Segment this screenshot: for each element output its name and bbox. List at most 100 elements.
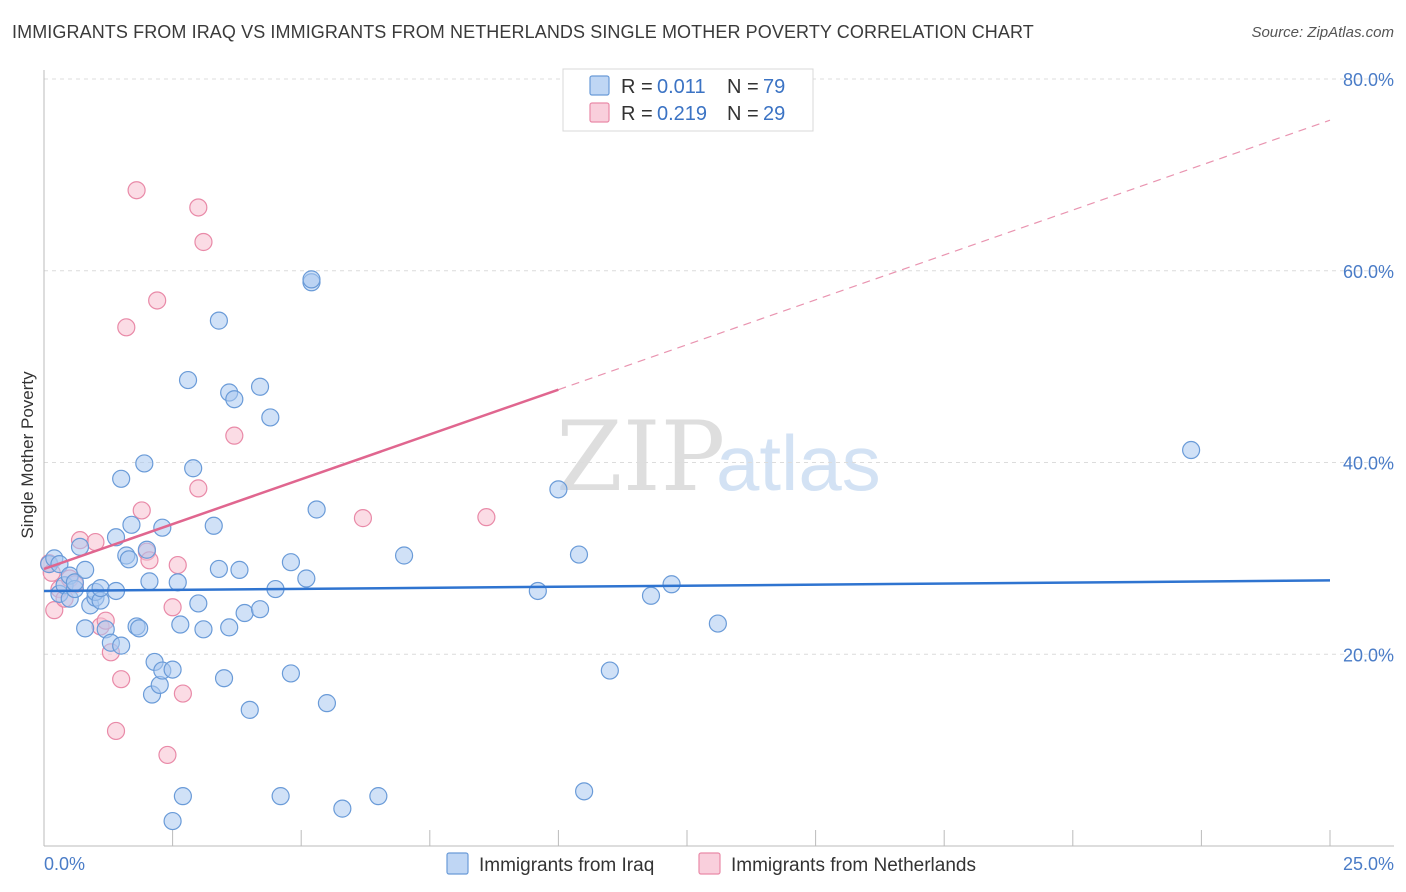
data-point: [369, 787, 388, 806]
data-point: [184, 459, 203, 478]
data-point: [281, 553, 301, 572]
bottom-legend-swatch-netherlands: [698, 852, 721, 875]
data-point: [112, 469, 131, 488]
data-point: [76, 560, 95, 579]
data-point: [112, 636, 131, 655]
data-point: [168, 573, 187, 592]
data-point: [91, 578, 110, 598]
data-point: [1182, 440, 1201, 460]
data-point: [209, 311, 228, 330]
data-point: [163, 811, 182, 831]
data-point: [230, 560, 249, 579]
data-point: [307, 500, 326, 519]
watermark: ZIP atlas: [556, 401, 881, 513]
legend-swatch-netherlands: [589, 102, 610, 123]
data-point: [127, 181, 146, 200]
data-point: [209, 559, 228, 579]
legend-swatch-iraq: [589, 75, 610, 96]
y-tick-label: 20.0%: [1343, 645, 1394, 665]
legend-n-label-iraq: N =: [727, 76, 759, 98]
trend-line-iraq: [43, 579, 1331, 593]
data-point: [122, 515, 141, 534]
data-point: [261, 408, 280, 427]
data-point: [178, 370, 198, 390]
legend-r-value-iraq: 0.011: [657, 76, 706, 98]
y-tick-label: 40.0%: [1343, 454, 1394, 474]
legend-n-value-netherlands: 29: [763, 103, 785, 125]
stats-legend: R = 0.011 N = 79 R = 0.219 N = 29: [562, 68, 814, 132]
legend-n-value-iraq: 79: [763, 76, 785, 98]
bottom-legend-label-iraq: Immigrants from Iraq: [479, 855, 654, 876]
legend-r-label-netherlands: R =: [621, 103, 653, 125]
data-point: [173, 787, 192, 806]
data-point: [569, 545, 589, 564]
data-point: [600, 661, 619, 680]
trend-line-netherlands: [43, 388, 559, 571]
data-point: [135, 454, 154, 473]
data-point: [117, 318, 136, 337]
data-point: [333, 799, 352, 818]
data-point: [240, 700, 259, 719]
x-ticks: [43, 830, 1331, 846]
data-point: [214, 669, 234, 688]
data-point: [173, 684, 192, 703]
data-point: [158, 745, 177, 765]
data-point: [297, 569, 316, 588]
y-tick-label: 60.0%: [1343, 262, 1394, 282]
data-point: [250, 600, 270, 619]
data-point: [163, 598, 182, 617]
data-point: [163, 660, 182, 679]
data-point: [235, 603, 254, 623]
data-point: [394, 546, 414, 565]
data-point: [132, 501, 151, 520]
data-point: [119, 550, 138, 569]
data-point: [204, 516, 223, 535]
data-point: [271, 787, 290, 806]
data-point: [281, 664, 301, 683]
data-point: [708, 614, 727, 633]
series-netherlands-points: [40, 181, 496, 765]
data-point: [194, 232, 213, 252]
bottom-legend-label-netherlands: Immigrants from Netherlands: [731, 855, 976, 876]
legend-n-label-netherlands: N =: [727, 103, 759, 125]
data-point: [225, 426, 244, 445]
data-point: [477, 508, 496, 527]
data-point: [130, 619, 149, 638]
y-axis-label: Single Mother Poverty: [18, 371, 37, 539]
data-point: [148, 291, 167, 310]
y-tick-label: 80.0%: [1343, 70, 1394, 90]
data-point: [45, 601, 64, 620]
data-point: [662, 575, 681, 594]
legend-r-value-netherlands: 0.219: [657, 103, 707, 125]
data-point: [220, 618, 239, 637]
watermark-zip: ZIP: [556, 401, 725, 513]
x-tick-label-min: 0.0%: [44, 854, 85, 874]
data-point: [168, 555, 187, 575]
trend-lines: [43, 119, 1331, 593]
x-tick-label-max: 25.0%: [1343, 854, 1394, 874]
data-point: [189, 594, 208, 613]
data-point: [575, 782, 594, 801]
chart-title: IMMIGRANTS FROM IRAQ VS IMMIGRANTS FROM …: [12, 22, 1034, 42]
y-tick-labels: 20.0% 40.0% 60.0% 80.0%: [1343, 70, 1394, 665]
data-point: [70, 537, 90, 556]
legend-r-label-iraq: R =: [621, 76, 653, 98]
data-point: [302, 270, 321, 289]
trend-line-netherlands-extrapolated: [558, 119, 1331, 391]
data-point: [189, 479, 208, 498]
data-point: [194, 620, 213, 639]
data-point: [353, 509, 373, 528]
data-point: [528, 581, 547, 601]
bottom-legend-swatch-iraq: [446, 852, 469, 875]
data-point: [106, 721, 126, 741]
data-point: [171, 615, 190, 634]
source-label: Source: ZipAtlas.com: [1251, 24, 1394, 41]
data-point: [641, 586, 661, 605]
data-point: [250, 377, 270, 396]
data-point: [76, 619, 95, 638]
data-point: [112, 670, 131, 689]
data-point: [137, 540, 156, 559]
data-point: [225, 390, 244, 409]
data-point: [140, 572, 159, 591]
